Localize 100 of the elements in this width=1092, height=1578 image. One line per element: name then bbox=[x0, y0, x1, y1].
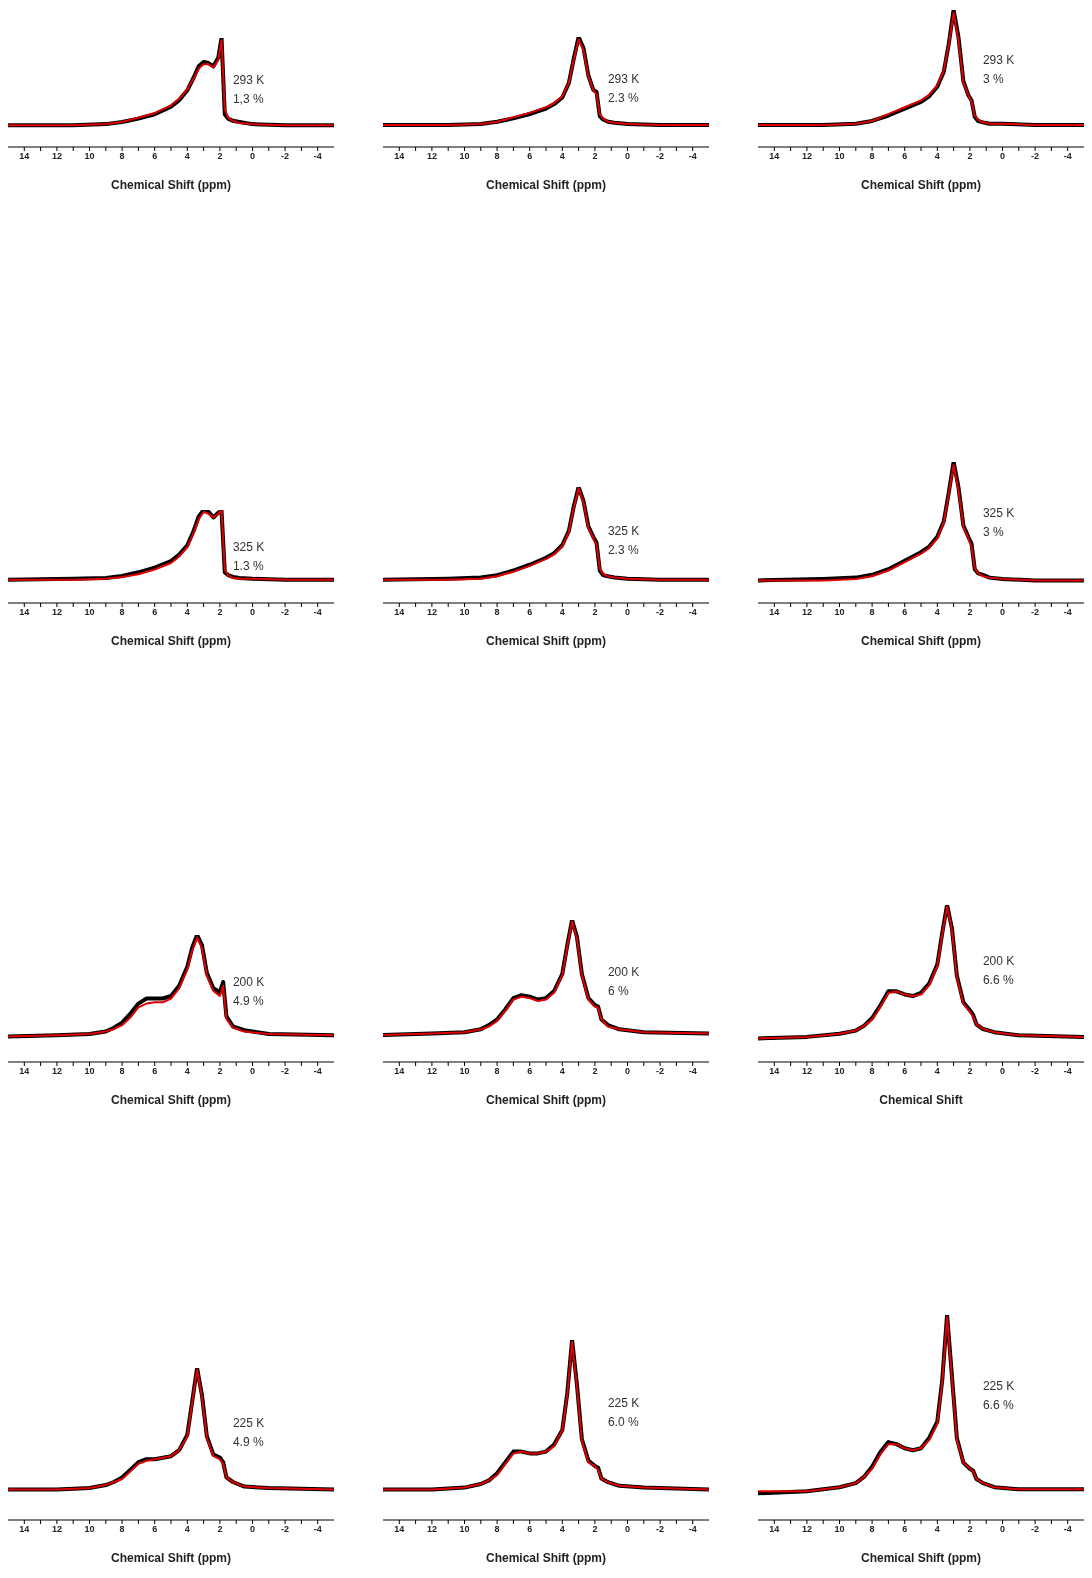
x-tick-label: 8 bbox=[119, 1524, 125, 1535]
x-tick-label: 2 bbox=[967, 1524, 973, 1535]
x-tick-label: -4 bbox=[688, 607, 697, 618]
x-tick-label: 8 bbox=[869, 151, 875, 162]
x-tick-label: 12 bbox=[51, 1066, 62, 1077]
x-tick-label: 4 bbox=[559, 607, 565, 618]
x-axis-title: Chemical Shift (ppm) bbox=[110, 178, 232, 192]
annotation: 225 K bbox=[232, 1414, 265, 1432]
x-tick-label: -2 bbox=[281, 1524, 290, 1535]
x-axis-title: Chemical Shift bbox=[879, 1093, 963, 1107]
x-tick-label: 10 bbox=[84, 151, 95, 162]
x-tick-label: 0 bbox=[624, 1066, 631, 1077]
x-tick-label: 4 bbox=[934, 1066, 940, 1077]
x-tick-label: -2 bbox=[1031, 151, 1040, 162]
annotation: 225 K bbox=[982, 1377, 1015, 1395]
x-tick-label: 10 bbox=[834, 607, 845, 618]
annotation: 293 K bbox=[607, 71, 640, 88]
annotation: 325 K bbox=[607, 522, 640, 540]
x-axis-title: Chemical Shift (ppm) bbox=[485, 1551, 607, 1565]
x-tick-label: 6 bbox=[902, 151, 908, 162]
x-tick-label: 6 bbox=[152, 1066, 158, 1077]
annotation: 6.6 % bbox=[982, 972, 1015, 990]
x-axis-title: Chemical Shift (ppm) bbox=[110, 1093, 232, 1107]
x-tick-label: -4 bbox=[1063, 1524, 1072, 1535]
annotation: 325 K bbox=[982, 505, 1015, 523]
x-tick-label: 10 bbox=[459, 151, 470, 162]
x-tick-label: 2 bbox=[592, 607, 598, 618]
x-tick-label: 10 bbox=[459, 1524, 470, 1535]
x-tick-label: 10 bbox=[459, 1066, 470, 1077]
x-tick-label: 0 bbox=[249, 607, 256, 618]
x-tick-label: -2 bbox=[281, 1066, 290, 1077]
x-tick-label: 12 bbox=[426, 151, 437, 162]
x-tick-label: 2 bbox=[217, 1524, 223, 1535]
x-tick-label: -4 bbox=[1063, 1066, 1072, 1077]
x-tick-label: 8 bbox=[494, 151, 500, 162]
x-tick-label: 6 bbox=[152, 607, 158, 618]
x-tick-label: 4 bbox=[184, 607, 190, 618]
x-tick-label: 6 bbox=[527, 151, 533, 162]
annotation: 1,3 % bbox=[232, 90, 265, 108]
x-tick-label: 6 bbox=[902, 1524, 908, 1535]
annotation: 4.9 % bbox=[232, 1433, 265, 1451]
x-tick-label: 10 bbox=[834, 1066, 845, 1077]
x-tick-label: -4 bbox=[688, 1524, 697, 1535]
x-tick-label: 14 bbox=[769, 607, 780, 618]
x-tick-label: 0 bbox=[624, 151, 631, 162]
x-tick-label: 6 bbox=[152, 151, 158, 162]
x-tick-label: 12 bbox=[426, 1524, 437, 1535]
x-tick-label: 12 bbox=[51, 151, 62, 162]
x-tick-label: 2 bbox=[217, 1066, 223, 1077]
x-tick-label: 14 bbox=[394, 1066, 405, 1077]
annotation: 225 K bbox=[607, 1395, 640, 1412]
x-tick-label: 4 bbox=[559, 151, 565, 162]
annotation: 6.6 % bbox=[982, 1396, 1015, 1414]
x-tick-label: 0 bbox=[249, 1524, 256, 1535]
x-tick-label: 6 bbox=[527, 1524, 533, 1535]
x-tick-label: 12 bbox=[801, 1524, 812, 1535]
x-tick-label: 0 bbox=[999, 607, 1006, 618]
x-tick-label: 0 bbox=[999, 151, 1006, 162]
x-tick-label: -4 bbox=[1063, 151, 1072, 162]
x-tick-label: 14 bbox=[394, 607, 405, 618]
x-tick-label: 2 bbox=[967, 151, 973, 162]
x-tick-label: -2 bbox=[1031, 1524, 1040, 1535]
x-tick-label: -2 bbox=[281, 151, 290, 162]
x-tick-label: 14 bbox=[19, 607, 30, 618]
annotation: 200 K bbox=[982, 953, 1015, 971]
x-tick-label: 0 bbox=[249, 1066, 256, 1077]
x-tick-label: 6 bbox=[152, 1524, 158, 1535]
x-tick-label: -4 bbox=[688, 151, 697, 162]
annotation: 325 K bbox=[232, 538, 265, 556]
x-tick-label: 6 bbox=[527, 1066, 533, 1077]
x-tick-label: 14 bbox=[769, 151, 780, 162]
x-tick-label: 12 bbox=[801, 607, 812, 618]
x-tick-label: 4 bbox=[184, 1524, 190, 1535]
x-tick-label: 10 bbox=[84, 1066, 95, 1077]
x-tick-label: 10 bbox=[84, 607, 95, 618]
x-tick-label: 10 bbox=[834, 151, 845, 162]
annotation: 3 % bbox=[982, 71, 1005, 89]
x-tick-label: 4 bbox=[184, 151, 190, 162]
x-tick-label: 0 bbox=[999, 1524, 1006, 1535]
annotation: 2.3 % bbox=[607, 541, 640, 559]
annotation: 1.3 % bbox=[232, 557, 265, 575]
x-tick-label: -2 bbox=[656, 1066, 665, 1077]
x-tick-label: 10 bbox=[459, 607, 470, 618]
x-tick-label: 10 bbox=[834, 1524, 845, 1535]
x-tick-label: 2 bbox=[217, 151, 223, 162]
annotation: 2.3 % bbox=[607, 90, 640, 107]
x-tick-label: 4 bbox=[559, 1524, 565, 1535]
x-axis-title: Chemical Shift (ppm) bbox=[860, 178, 982, 192]
x-tick-label: -2 bbox=[656, 607, 665, 618]
x-tick-label: 10 bbox=[84, 1524, 95, 1535]
x-tick-label: 4 bbox=[559, 1066, 565, 1077]
x-tick-label: 12 bbox=[801, 151, 812, 162]
x-axis-title: Chemical Shift (ppm) bbox=[110, 1551, 232, 1565]
x-tick-label: -2 bbox=[656, 1524, 665, 1535]
x-tick-label: 14 bbox=[19, 151, 30, 162]
x-tick-label: 8 bbox=[494, 1524, 500, 1535]
x-tick-label: -2 bbox=[1031, 607, 1040, 618]
x-tick-label: 8 bbox=[869, 1066, 875, 1077]
annotation: 6.0 % bbox=[607, 1414, 640, 1431]
x-tick-label: 2 bbox=[217, 607, 223, 618]
